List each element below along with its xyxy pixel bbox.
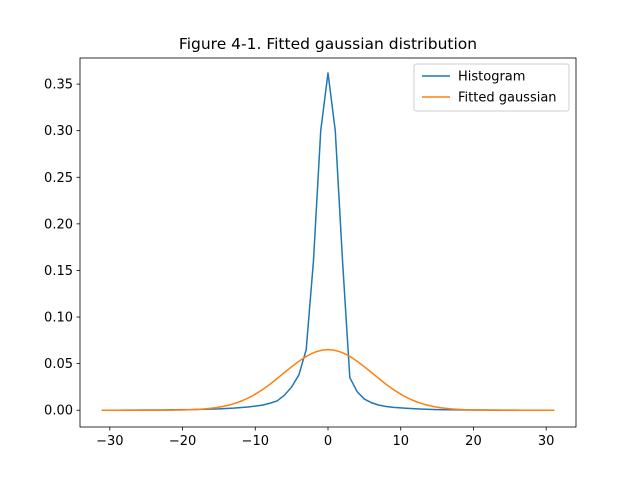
legend-box (413, 63, 570, 112)
y-tick-label: 0.10 (44, 311, 73, 326)
x-tick-label: −30 (96, 434, 123, 449)
y-tick-label: 0.25 (44, 171, 73, 186)
y-tick-label: 0.15 (44, 264, 73, 279)
series-line-1 (101, 348, 555, 411)
y-tick-label: 0.00 (44, 404, 73, 419)
x-tick-label: 0 (324, 434, 332, 449)
x-tick-label: 30 (538, 434, 555, 449)
axes: −30 −20 −10 0 10 20 30 0.00 0.05 0.10 0.15 0.20 0.25… (44, 57, 577, 449)
legend-label-1: Fitted gaussian (458, 91, 557, 106)
x-tick-label: −10 (242, 434, 269, 449)
y-tick-label: 0.05 (44, 357, 73, 372)
axes-frame (79, 57, 577, 428)
y-tick-label: 0.30 (44, 124, 73, 139)
y-tick-label: 0.20 (44, 217, 73, 232)
x-tick-label: 20 (465, 434, 482, 449)
chart-title: Figure 4-1. Fitted gaussian distribution (179, 35, 477, 53)
plot-area (101, 72, 555, 411)
y-tick-label: 0.35 (44, 78, 73, 93)
legend: Histogram Fitted gaussian (413, 63, 570, 112)
series-line-0 (101, 72, 555, 411)
x-tick-label: 10 (392, 434, 409, 449)
x-tick-label: −20 (169, 434, 196, 449)
legend-label-0: Histogram (458, 70, 525, 85)
